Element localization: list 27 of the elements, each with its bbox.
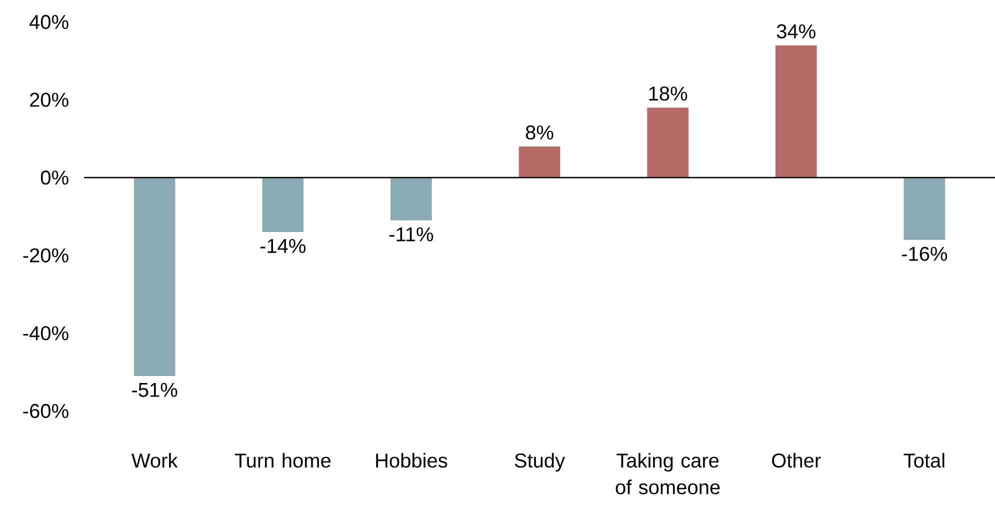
y-tick-label: -20% <box>23 248 68 262</box>
x-tick-label: Work <box>132 452 178 468</box>
y-tick-label: -60% <box>23 404 68 418</box>
bar <box>134 178 176 376</box>
bar <box>390 178 432 220</box>
bar <box>775 45 817 178</box>
data-label: 34% <box>776 24 816 38</box>
data-label: 18% <box>649 86 688 101</box>
x-tick-label: Study <box>514 452 566 472</box>
x-tick-label: Taking care of someone <box>616 452 720 494</box>
y-tick-label: 40% <box>30 14 68 30</box>
data-label: 8% <box>526 125 554 140</box>
y-tick-label: 20% <box>30 92 68 107</box>
bar <box>262 178 304 232</box>
x-tick-label: Hobbies <box>376 452 448 468</box>
x-tick-label: Turn home <box>234 452 331 468</box>
x-tick-label: Other <box>772 452 821 468</box>
bar <box>904 178 946 240</box>
y-tick-label: -40% <box>23 326 68 340</box>
data-label: -16% <box>902 246 948 261</box>
bar <box>518 146 560 178</box>
bar <box>647 108 688 178</box>
x-tick-label: Total <box>904 452 944 468</box>
data-label: -51% <box>132 382 178 397</box>
y-tick-label: 0% <box>40 170 68 185</box>
data-label: -14% <box>260 239 306 253</box>
data-label: -11% <box>389 227 434 242</box>
